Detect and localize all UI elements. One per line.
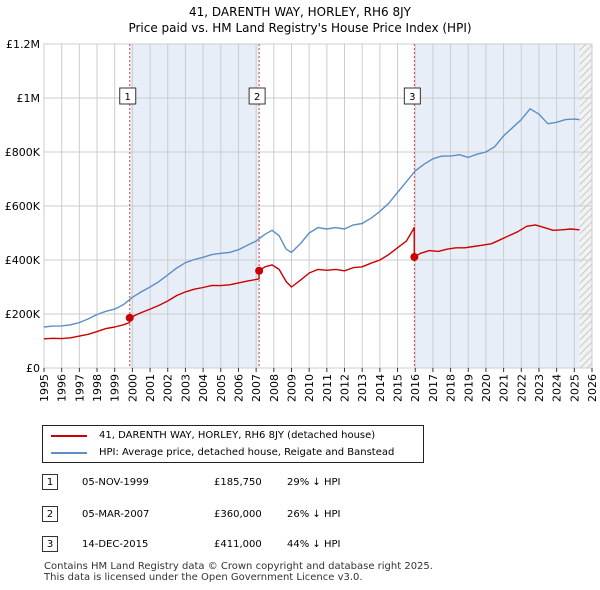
x-tick-label: 1995	[38, 374, 51, 402]
transaction-price: £360,000	[214, 509, 262, 520]
sale-marker-label: 1	[125, 92, 131, 103]
x-tick-label: 2023	[533, 374, 546, 402]
x-tick-label: 2006	[232, 374, 245, 402]
x-tick-label: 2008	[268, 374, 281, 402]
x-tick-label: 2026	[586, 374, 599, 402]
x-tick-label: 2014	[374, 374, 387, 402]
y-tick-label: £0	[26, 362, 40, 375]
footer-attribution: Contains HM Land Registry data © Crown c…	[44, 561, 433, 583]
chart-legend: 41, DARENTH WAY, HORLEY, RH6 8JY (detach…	[42, 425, 424, 463]
footer-line-1: Contains HM Land Registry data © Crown c…	[44, 561, 433, 572]
footer-line-2: This data is licensed under the Open Gov…	[44, 572, 363, 583]
x-tick-label: 2013	[356, 374, 369, 402]
transaction-number-badge: 1	[42, 474, 58, 490]
x-tick-label: 2011	[321, 374, 334, 402]
sale-marker-label: 2	[254, 92, 260, 103]
sale-marker-box	[119, 87, 137, 105]
y-tick-label: £600K	[5, 200, 41, 213]
y-tick-label: £1M	[17, 92, 41, 105]
hpi-line	[43, 108, 580, 328]
y-tick-label: £800K	[5, 146, 41, 159]
transaction-hpi-diff: 44% ↓ HPI	[287, 539, 341, 550]
sale-point	[125, 313, 134, 322]
price-chart: 1 2 3 £0 £200K £400K £600K £800K £1M £1.2M 1995 1…	[5, 38, 599, 402]
legend-swatch-property	[51, 435, 87, 437]
x-tick-label: 2017	[427, 374, 440, 402]
transaction-price: £185,750	[214, 477, 262, 488]
x-tick-label: 2005	[215, 374, 228, 402]
chart-title-line2: Price paid vs. HM Land Registry's House …	[128, 21, 472, 35]
sale-marker-label: 3	[409, 92, 415, 103]
x-tick-label: 2012	[339, 374, 352, 402]
transaction-date: 05-MAR-2007	[82, 509, 150, 520]
x-tick-label: 2004	[197, 374, 210, 402]
x-tick-label: 1998	[91, 374, 104, 402]
x-tick-label: 1999	[109, 374, 122, 402]
transaction-hpi-diff: 29% ↓ HPI	[287, 477, 341, 488]
sale-point	[255, 266, 264, 275]
x-tick-label: 2016	[409, 374, 422, 402]
transaction-date: 14-DEC-2015	[82, 539, 149, 550]
x-tick-label: 2015	[392, 374, 405, 402]
transaction-price: £411,000	[214, 539, 262, 550]
x-tick-label: 1997	[73, 374, 86, 402]
x-tick-label: 2019	[462, 374, 475, 402]
plot-frame	[43, 43, 593, 369]
x-tick-label: 2020	[480, 374, 493, 402]
x-tick-label: 2010	[303, 374, 316, 402]
y-tick-label: £200K	[5, 308, 41, 321]
legend-swatch-hpi	[51, 452, 87, 454]
transaction-number-badge: 3	[42, 536, 58, 552]
x-tick-label: 2003	[179, 374, 192, 402]
x-tick-label: 2009	[285, 374, 298, 402]
x-tick-label: 2025	[568, 374, 581, 402]
legend-label-hpi: HPI: Average price, detached house, Reig…	[99, 447, 395, 458]
transaction-number-badge: 2	[42, 506, 58, 522]
x-tick-label: 2002	[162, 374, 175, 402]
x-tick-label: 2001	[144, 374, 157, 402]
sale-marker-box	[248, 87, 266, 105]
sale-point	[410, 253, 419, 262]
x-tick-label: 2000	[126, 374, 139, 402]
y-tick-label: £1.2M	[6, 38, 40, 51]
x-tick-label: 2024	[551, 374, 564, 402]
y-tick-label: £400K	[5, 254, 41, 267]
legend-label-property: 41, DARENTH WAY, HORLEY, RH6 8JY (detach…	[99, 430, 376, 441]
transaction-date: 05-NOV-1999	[82, 477, 149, 488]
x-tick-label: 2007	[250, 374, 263, 402]
chart-title-line1: 41, DARENTH WAY, HORLEY, RH6 8JY	[189, 5, 411, 19]
x-tick-label: 2021	[498, 374, 511, 402]
x-tick-label: 2022	[515, 374, 528, 402]
x-tick-label: 2018	[445, 374, 458, 402]
sale-marker-box	[403, 87, 421, 105]
transaction-hpi-diff: 26% ↓ HPI	[287, 509, 341, 520]
x-tick-label: 1996	[56, 374, 69, 402]
